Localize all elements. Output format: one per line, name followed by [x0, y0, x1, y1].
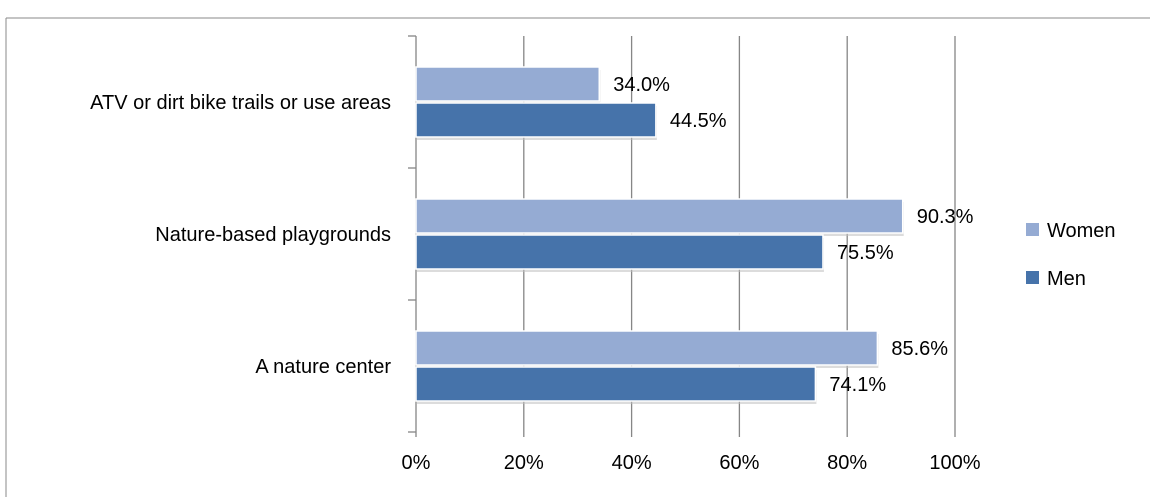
data-label-men: 44.5%	[670, 110, 727, 132]
data-label-women: 85.6%	[891, 338, 948, 360]
legend-label-women: Women	[1047, 220, 1116, 242]
x-tick-labels: 0% 20% 40% 60% 80% 100%	[402, 452, 981, 474]
category-label-nature-based-playgrounds: Nature-based playgrounds	[155, 224, 391, 246]
legend: Women Men	[1026, 220, 1116, 290]
x-tick-label: 60%	[719, 452, 759, 474]
legend-swatch-women	[1026, 223, 1039, 236]
x-tick-label: 40%	[612, 452, 652, 474]
x-tick-label: 0%	[402, 452, 431, 474]
bar-women-a-nature-center	[415, 330, 879, 366]
data-label-men: 74.1%	[829, 374, 886, 396]
bar-men-nature-based-playgrounds	[415, 234, 824, 270]
legend-swatch-men	[1026, 271, 1039, 284]
x-tick-label: 20%	[504, 452, 544, 474]
data-label-men: 75.5%	[837, 242, 894, 264]
legend-label-men: Men	[1047, 268, 1086, 290]
category-label-atv-or-dirt-bike-trails-or-use-areas: ATV or dirt bike trails or use areas	[90, 92, 391, 114]
bars	[415, 66, 904, 404]
bar-women-nature-based-playgrounds	[415, 198, 904, 234]
data-labels: 34.0%44.5% 90.3% 75.5% 85.6%74.1%	[613, 74, 973, 396]
x-tick-label: 80%	[827, 452, 867, 474]
bar-women-atv-or-dirt-bike-trails-or-use-areas	[415, 66, 601, 102]
bar-men-atv-or-dirt-bike-trails-or-use-areas	[415, 102, 657, 138]
data-label-women: 90.3%	[917, 206, 974, 228]
category-labels: ATV or dirt bike trails or use areas Natu…	[90, 92, 391, 378]
category-label-a-nature-center: A nature center	[255, 356, 391, 378]
category-axis	[408, 35, 417, 433]
data-label-women: 34.0%	[613, 74, 670, 96]
bar-men-a-nature-center	[415, 366, 817, 402]
x-tick-label: 100%	[929, 452, 980, 474]
